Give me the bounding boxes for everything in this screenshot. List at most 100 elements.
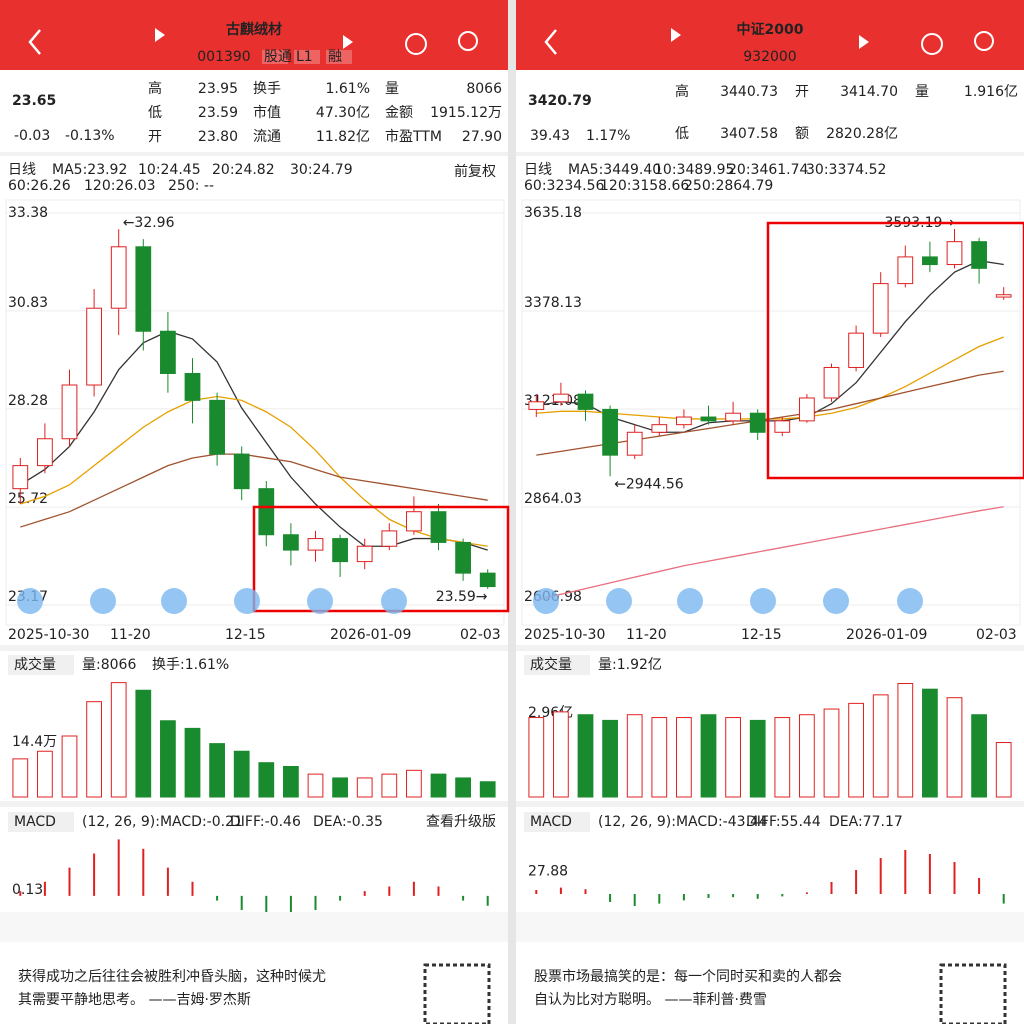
candle-body — [209, 399, 225, 455]
chart-control[interactable] — [307, 588, 333, 614]
candle-body — [283, 534, 299, 551]
chart-control[interactable] — [823, 588, 849, 614]
candle-body — [430, 511, 447, 543]
volume-bar — [430, 773, 447, 798]
volume-label-bg[interactable] — [524, 655, 590, 675]
volume-label: 成交量 — [14, 656, 56, 673]
volume-bar — [774, 717, 791, 798]
macd-info: (12, 26, 9):MACD:-0.21 — [82, 814, 243, 830]
ma-line — [20, 453, 488, 528]
field-value: 2820.28亿 — [826, 126, 898, 142]
ma-legend: 120:26.03 — [84, 178, 156, 194]
volume-bar — [356, 777, 373, 798]
candle-body — [258, 488, 275, 536]
back-button[interactable] — [544, 29, 557, 55]
change: -0.03 — [14, 128, 50, 144]
chart-control[interactable] — [677, 588, 703, 614]
tag: 融 — [328, 49, 342, 65]
volume-bar — [749, 719, 766, 798]
candle-body — [823, 366, 840, 399]
y-tick-label: 30.83 — [8, 295, 48, 311]
date-label: 11-20 — [626, 627, 667, 643]
chart-control[interactable] — [897, 588, 923, 614]
y-tick-label: 0.13 — [12, 882, 43, 898]
volume-bar — [160, 720, 176, 798]
robot-icon[interactable] — [405, 33, 427, 55]
ma-legend: 60:3234.56 — [524, 178, 605, 194]
field-label: 额 — [795, 126, 809, 142]
back-button[interactable] — [28, 29, 41, 55]
search-icon[interactable] — [974, 31, 994, 51]
ma-legend: 250:2864.79 — [684, 178, 773, 194]
section-gap — [516, 801, 1024, 807]
field-value: 3407.58 — [720, 126, 778, 142]
y-tick-label: 28.28 — [8, 393, 48, 409]
header-bar — [0, 0, 508, 70]
candle-body — [700, 416, 717, 422]
macd-label-bg[interactable] — [524, 812, 590, 832]
chart-control[interactable] — [381, 588, 407, 614]
next-arrow[interactable] — [859, 35, 869, 49]
chart-control[interactable] — [606, 588, 632, 614]
candle-body — [37, 438, 53, 467]
volume-label: 成交量 — [530, 656, 572, 673]
candle-body — [406, 511, 422, 532]
candle-body — [848, 332, 864, 368]
adjust-mode[interactable]: 前复权 — [454, 163, 496, 180]
candle-body — [307, 538, 324, 551]
next-arrow[interactable] — [343, 35, 353, 49]
volume-bar — [283, 766, 299, 798]
field-label: 高 — [148, 80, 162, 97]
upgrade-link[interactable]: 查看升级版 — [426, 814, 496, 830]
volume-bar — [12, 758, 29, 798]
macd-label-bg[interactable] — [8, 812, 74, 832]
candle-body — [528, 401, 545, 410]
y-tick-label: 14.4万 — [12, 734, 57, 750]
ma-legend: 60:26.26 — [8, 178, 71, 194]
volume-bar — [406, 769, 422, 798]
section-gap — [0, 152, 508, 156]
y-tick-label: 3378.13 — [524, 295, 582, 311]
ma-line — [19, 330, 488, 551]
section-gap — [0, 645, 508, 651]
tag-bg — [294, 50, 320, 64]
date-label: 2026-01-09 — [330, 627, 411, 643]
chart-control[interactable] — [533, 588, 559, 614]
search-icon[interactable] — [458, 31, 478, 51]
quote-text: 其需要平静地思考。 ——吉姆·罗杰斯 — [18, 992, 251, 1008]
price: 23.65 — [12, 93, 56, 109]
quote-text: 获得成功之后往往会被胜利冲昏头脑，这种时候尤 — [18, 968, 326, 985]
date-label: 2025-10-30 — [524, 627, 605, 643]
tag: 股通 — [264, 49, 292, 65]
chart-control[interactable] — [90, 588, 116, 614]
candle-body — [749, 412, 766, 433]
prev-arrow[interactable] — [671, 28, 681, 42]
candle-body — [356, 545, 373, 563]
volume-info: 量:8066 — [82, 657, 136, 673]
volume-bar — [922, 688, 938, 798]
candle-body — [626, 431, 643, 456]
macd-info: DEA:-0.35 — [313, 814, 383, 830]
section-gap — [0, 912, 508, 942]
field-label: 量 — [915, 84, 929, 100]
macd-info: (12, 26, 9):MACD:-43.44 — [598, 814, 768, 830]
tag: L1 — [296, 49, 313, 65]
robot-icon[interactable] — [921, 33, 943, 55]
title: 古麒绒材 — [226, 21, 282, 38]
volume-label-bg[interactable] — [8, 655, 74, 675]
field-label: 金额 — [385, 105, 413, 121]
field-value: 23.80 — [198, 129, 238, 145]
chart-control[interactable] — [161, 588, 187, 614]
ma-legend: MA5:23.92 — [52, 162, 127, 178]
volume-bar — [528, 717, 545, 798]
candle-body — [160, 330, 176, 374]
prev-arrow[interactable] — [155, 28, 165, 42]
chart-control[interactable] — [234, 588, 260, 614]
kline-frame — [5, 199, 505, 626]
candle-body — [553, 393, 569, 403]
volume-bar — [971, 714, 987, 798]
chart-control[interactable] — [17, 588, 43, 614]
date-label: 02-03 — [976, 627, 1017, 643]
volume-bar — [823, 708, 840, 798]
chart-control[interactable] — [750, 588, 776, 614]
